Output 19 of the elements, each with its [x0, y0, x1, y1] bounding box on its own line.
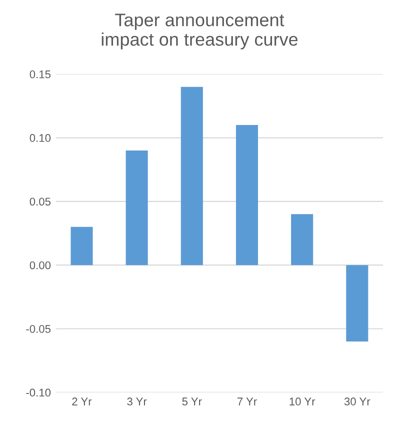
- x-tick-label: 2 Yr: [72, 398, 92, 406]
- bar: [70, 226, 93, 266]
- x-tick-label: 10 Yr: [290, 398, 316, 406]
- y-tick-label: -0.10: [26, 388, 51, 397]
- y-tick-label: 0.10: [30, 134, 51, 142]
- bar: [126, 150, 148, 266]
- x-tick-label: 3 Yr: [127, 398, 147, 406]
- x-tick-label: 30 Yr: [344, 398, 370, 406]
- bar: [346, 265, 368, 342]
- x-tick-label: 5 Yr: [182, 398, 202, 406]
- bar: [180, 86, 203, 266]
- y-tick-label: 0.00: [30, 261, 51, 270]
- y-tick-label: 0.15: [30, 70, 51, 78]
- y-tick-label: -0.05: [26, 325, 51, 333]
- x-tick-label: 7 Yr: [237, 398, 257, 406]
- y-tick-label: 0.05: [30, 198, 51, 206]
- chart-title: Taper announcement impact on treasury curve: [102, 14, 298, 50]
- bar: [291, 214, 314, 266]
- bar: [236, 125, 258, 266]
